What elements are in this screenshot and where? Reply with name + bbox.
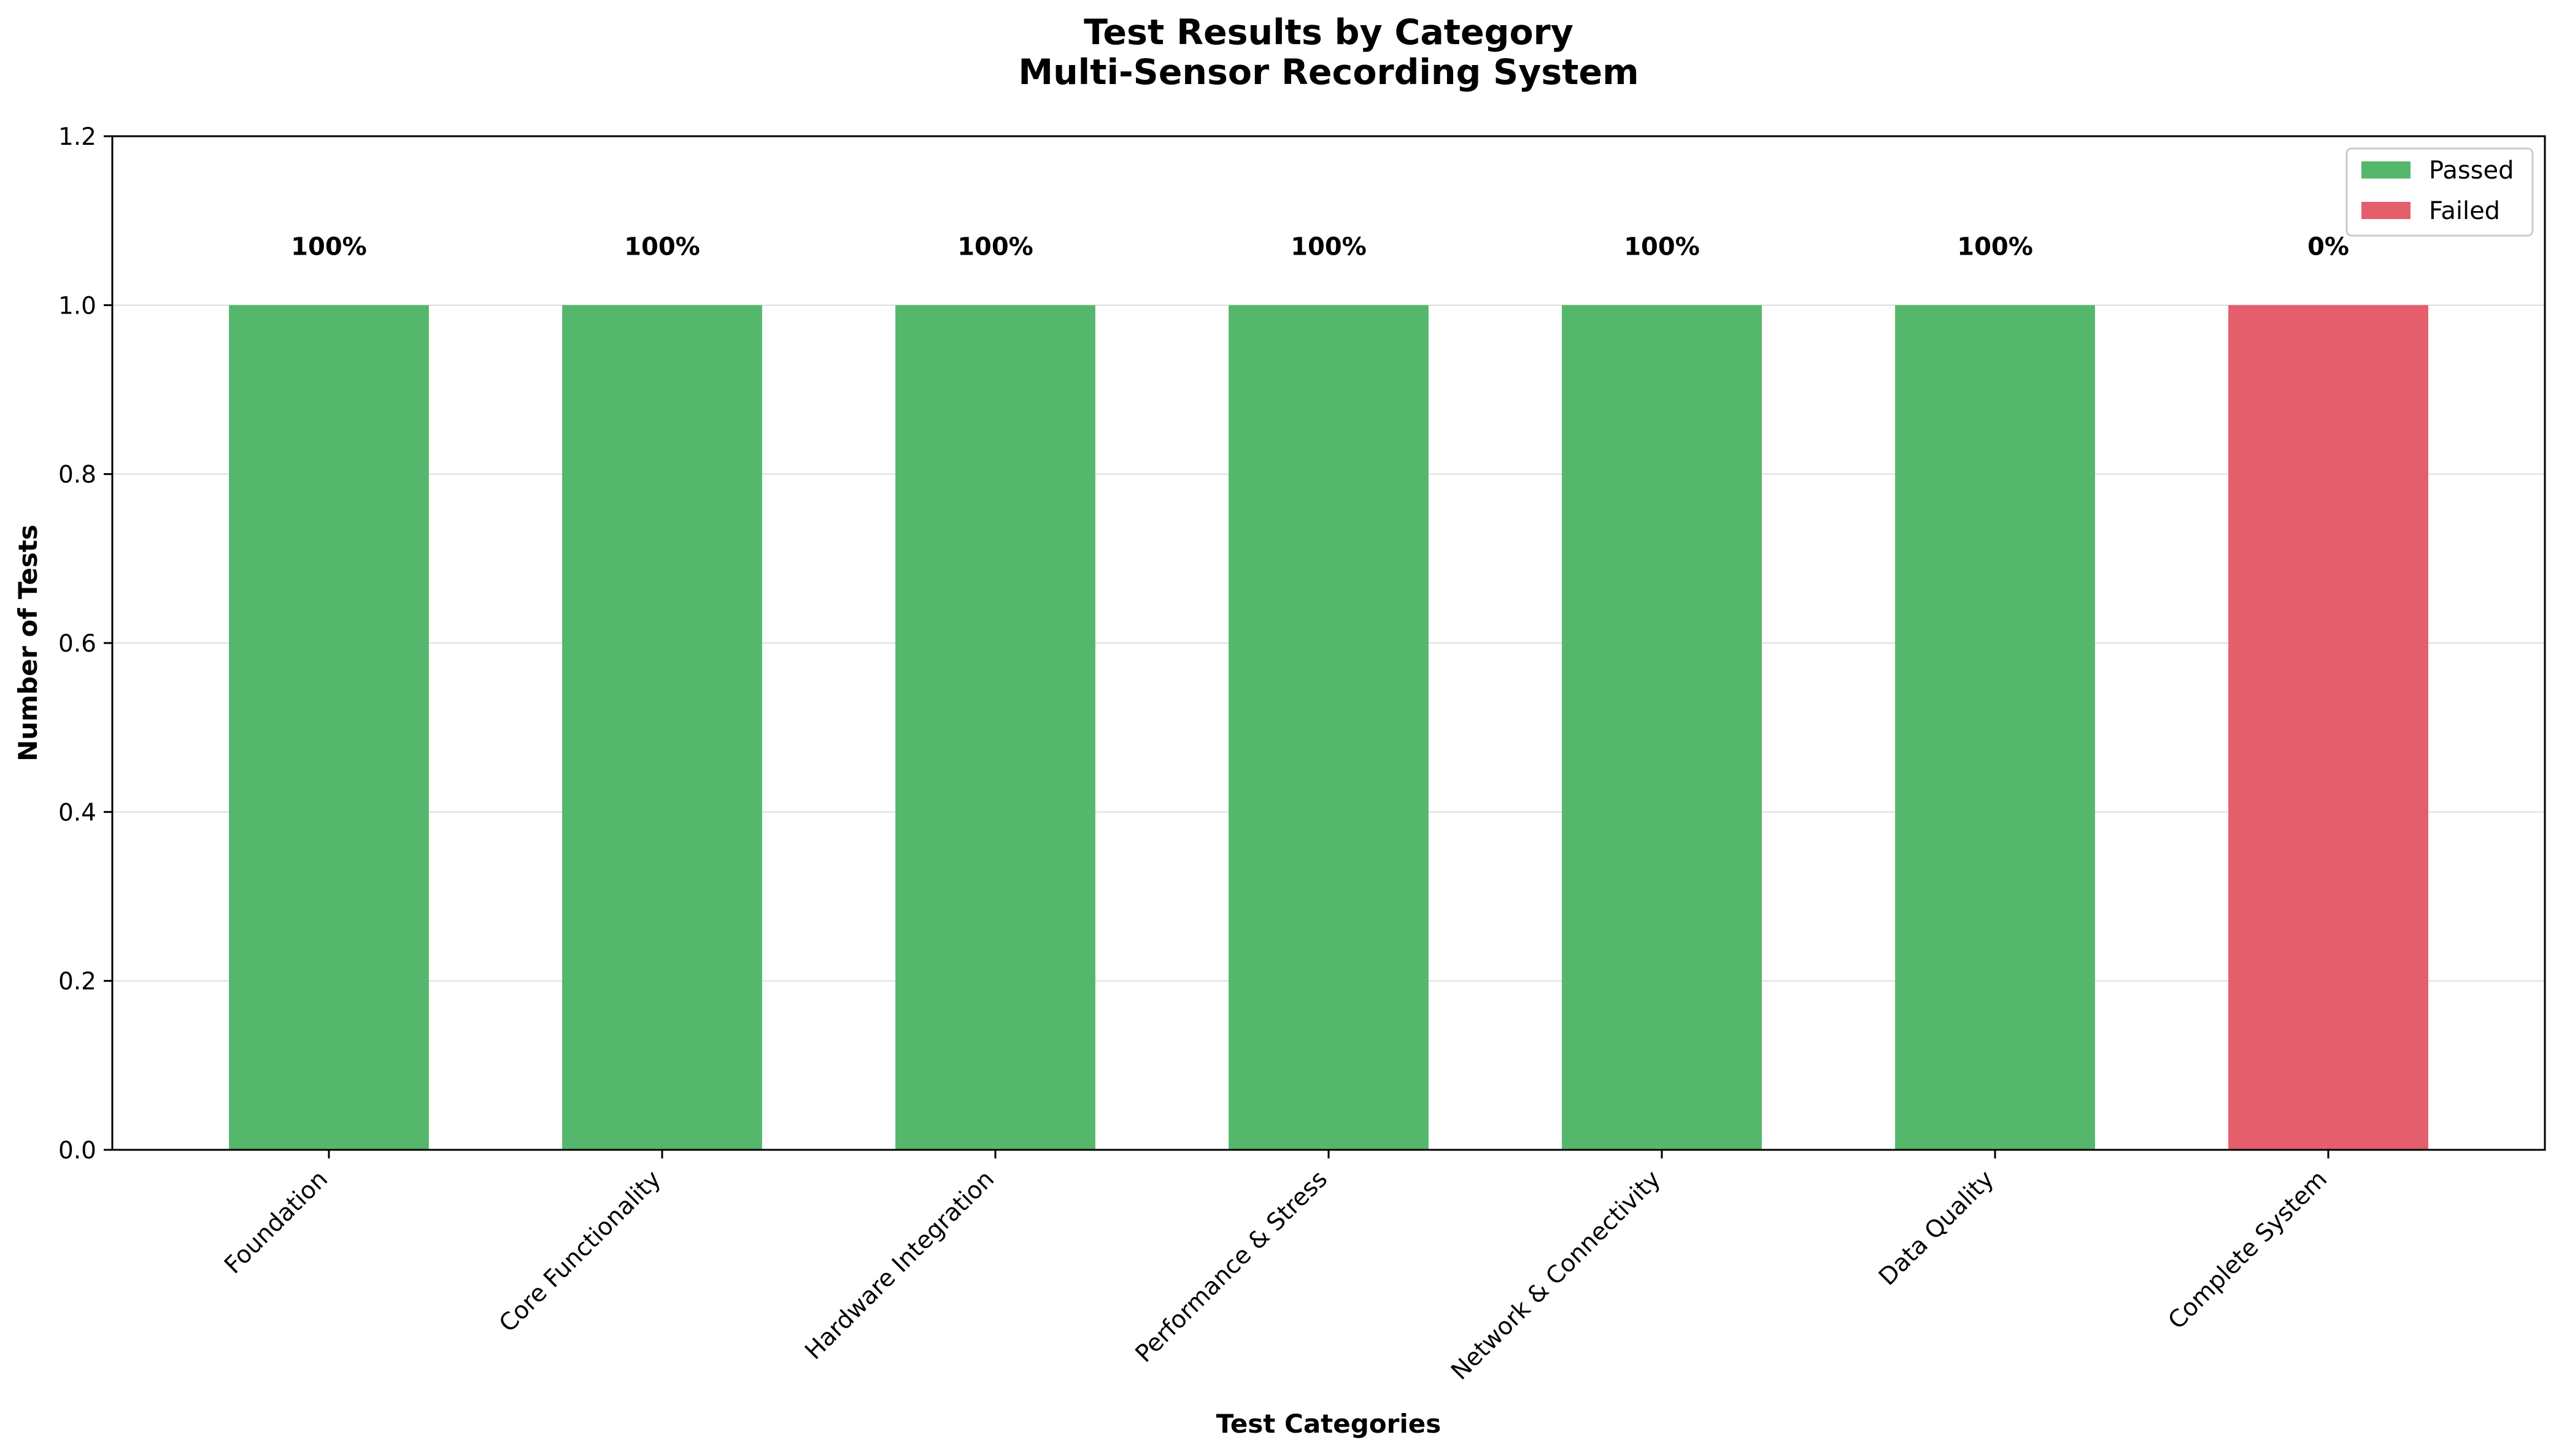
data-label: 100% bbox=[1957, 233, 2033, 261]
y-tick-label: 1.0 bbox=[58, 292, 96, 320]
chart-title-line-1: Test Results by Category bbox=[1084, 12, 1573, 53]
bar-failed bbox=[2228, 305, 2428, 1150]
data-labels: 100% 100% 100% 100% 100% 100% 0% bbox=[291, 233, 2349, 261]
bar-passed bbox=[895, 305, 1095, 1150]
bar-passed bbox=[229, 305, 429, 1150]
y-tick-label: 0.6 bbox=[58, 630, 96, 658]
y-tick-label: 0.0 bbox=[58, 1137, 96, 1165]
bar-passed bbox=[1229, 305, 1429, 1150]
legend-label-failed: Failed bbox=[2429, 197, 2500, 225]
y-axis: 0.0 0.2 0.4 0.6 0.8 1.0 1.2 bbox=[58, 123, 112, 1165]
legend-swatch-failed bbox=[2361, 202, 2410, 219]
data-label: 0% bbox=[2307, 233, 2349, 261]
y-tick-label: 0.4 bbox=[58, 799, 96, 826]
chart-title-line-2: Multi-Sensor Recording System bbox=[1018, 52, 1638, 93]
data-label: 100% bbox=[1291, 233, 1367, 261]
data-label: 100% bbox=[624, 233, 700, 261]
data-label: 100% bbox=[291, 233, 367, 261]
y-tick-label: 0.2 bbox=[58, 968, 96, 996]
legend: Passed Failed bbox=[2345, 147, 2534, 237]
y-tick-label: 0.8 bbox=[58, 461, 96, 489]
legend-label-passed: Passed bbox=[2429, 156, 2514, 185]
bar-passed bbox=[562, 305, 762, 1150]
bars bbox=[229, 305, 2428, 1150]
data-label: 100% bbox=[1624, 233, 1700, 261]
legend-swatch-passed bbox=[2361, 161, 2410, 179]
data-label: 100% bbox=[957, 233, 1033, 261]
y-axis-label: Number of Tests bbox=[13, 525, 43, 761]
bar-passed bbox=[1562, 305, 1762, 1150]
bar-passed bbox=[1895, 305, 2095, 1150]
x-axis-label: Test Categories bbox=[1216, 1409, 1442, 1439]
y-tick-label: 1.2 bbox=[58, 123, 96, 151]
